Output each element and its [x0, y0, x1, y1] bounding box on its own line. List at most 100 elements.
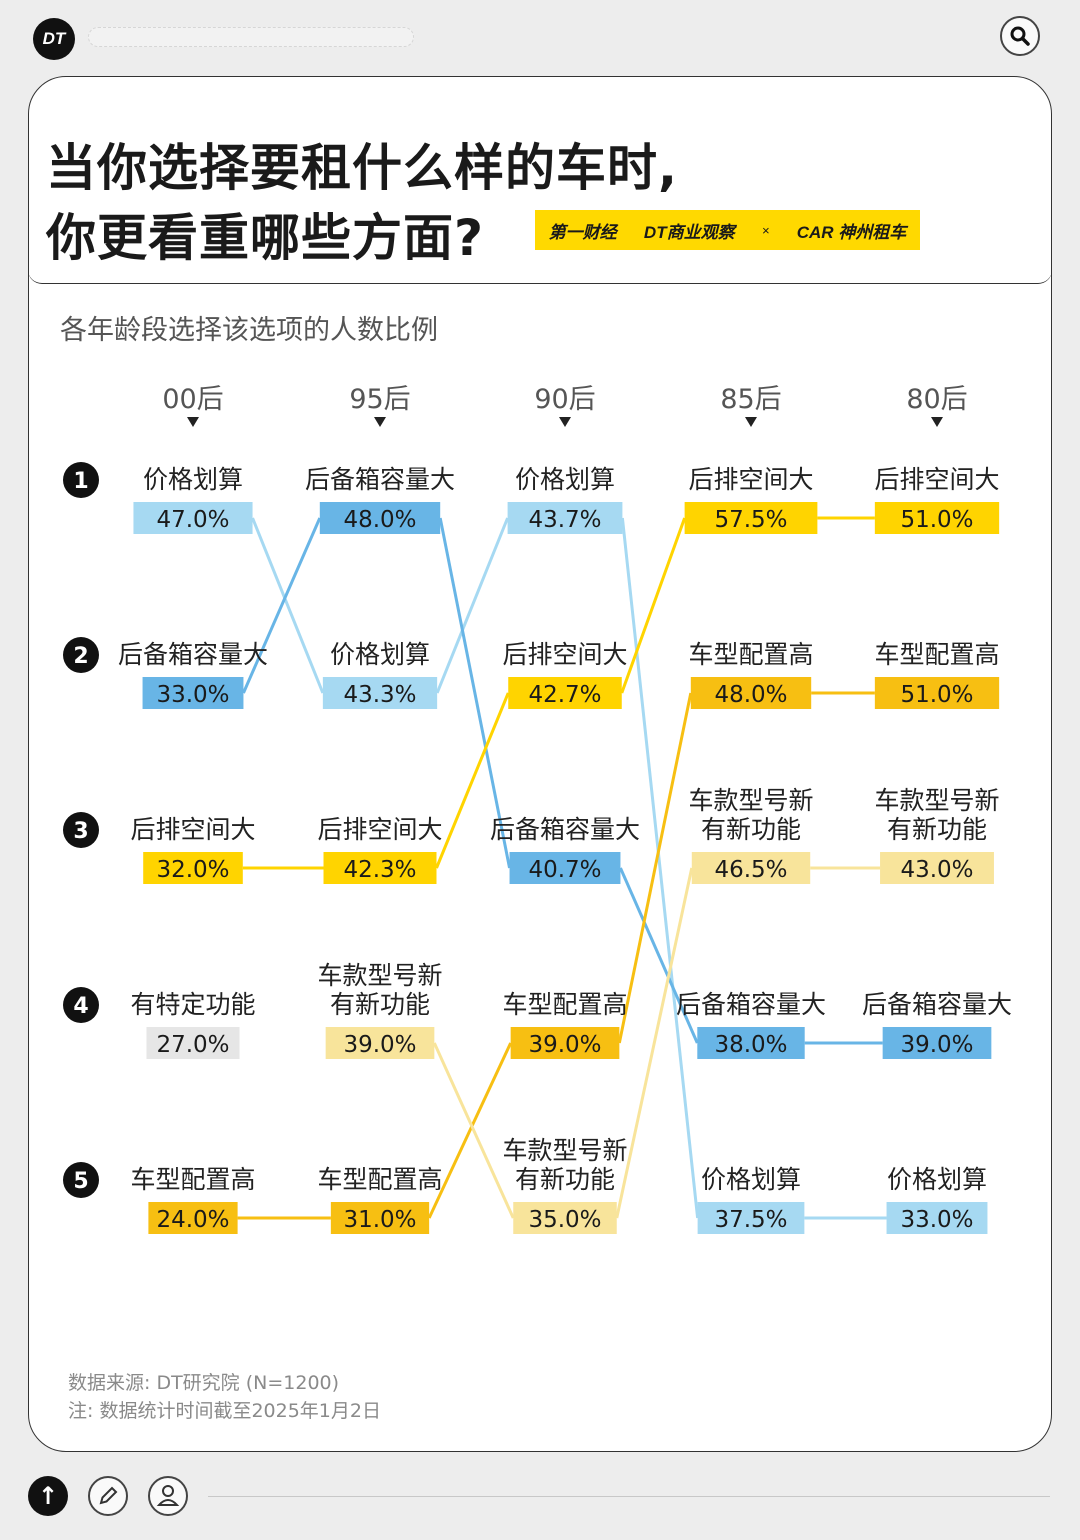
value-box	[880, 852, 994, 884]
value-label: 57.5%	[714, 507, 787, 533]
value-label: 39.0%	[528, 1032, 601, 1058]
group-label: 95后	[349, 384, 410, 415]
connector-line	[620, 517, 700, 1219]
value-label: 43.7%	[528, 507, 601, 533]
down-arrow-icon	[187, 417, 199, 427]
connector-line	[242, 517, 322, 694]
scroll-top-button[interactable]: ↑	[28, 1476, 68, 1516]
bump-chart: 00后 95后 90后 85后 80后 1 2 3 4 5 47.0% 价格划算 43.3% 价格划算 43…	[63, 384, 1012, 1234]
category-label: 后备箱容量大	[490, 815, 640, 844]
value-box	[691, 852, 811, 884]
value-box	[508, 677, 622, 709]
rank-number: 5	[73, 1169, 88, 1194]
connector-line	[432, 1042, 515, 1219]
value-box	[509, 852, 621, 884]
down-arrow-icon	[559, 417, 571, 427]
title-line-1: 当你选择要租什么样的车时,	[46, 139, 678, 197]
brand-bar: 第一财经 DT商业观察 × CAR 神州租车	[535, 210, 920, 250]
connector-lines	[237, 516, 887, 1220]
bottom-bar: ↑	[0, 1460, 1080, 1540]
value-box	[322, 677, 438, 709]
brand-dt: DT商业观察	[643, 222, 735, 242]
logo[interactable]: DT	[33, 18, 75, 60]
connector-line	[251, 517, 325, 694]
category-label: 后排空间大	[502, 640, 627, 669]
value-box	[510, 1027, 620, 1059]
source-note: 数据来源: DT研究院 (N=1200)	[68, 1372, 340, 1394]
brand-car: CAR 神州租车	[796, 222, 907, 242]
category-label: 价格划算	[887, 1165, 987, 1194]
category-label: 有新功能	[515, 1165, 615, 1194]
value-label: 51.0%	[900, 682, 973, 708]
down-arrow-icon	[374, 417, 386, 427]
value-label: 51.0%	[900, 507, 973, 533]
group-label: 80后	[906, 384, 967, 415]
value-label: 42.7%	[528, 682, 601, 708]
value-box	[874, 502, 1000, 534]
connector-line	[435, 517, 509, 694]
group-label: 00后	[162, 384, 223, 415]
rank-badge	[63, 812, 99, 848]
category-label: 车型配置高	[874, 640, 999, 669]
connector-line	[427, 1042, 513, 1219]
value-label: 39.0%	[900, 1032, 973, 1058]
category-label: 后备箱容量大	[676, 990, 826, 1019]
value-label: 43.0%	[900, 857, 973, 883]
value-box	[133, 502, 253, 534]
rank-badge	[63, 987, 99, 1023]
category-label: 有新功能	[701, 815, 801, 844]
search-icon	[1010, 26, 1030, 46]
connector-line	[619, 867, 699, 1044]
category-label: 车款型号新	[502, 1136, 627, 1165]
value-label: 48.0%	[714, 682, 787, 708]
value-label: 39.0%	[343, 1032, 416, 1058]
edit-button[interactable]	[88, 1476, 128, 1516]
value-box	[330, 1202, 430, 1234]
brand-separator: ×	[761, 222, 770, 238]
group-label: 90后	[534, 384, 595, 415]
value-box	[323, 852, 437, 884]
value-box	[697, 1027, 805, 1059]
value-label: 35.0%	[528, 1207, 601, 1233]
category-label: 价格划算	[515, 465, 615, 494]
profile-button[interactable]	[148, 1476, 188, 1516]
value-box	[142, 677, 244, 709]
category-label: 后排空间大	[317, 815, 442, 844]
down-arrow-icon	[931, 417, 943, 427]
title-divider	[28, 270, 1052, 284]
rank-number: 3	[73, 819, 88, 844]
rank-number: 1	[73, 469, 88, 494]
value-label: 48.0%	[343, 507, 416, 533]
down-arrow-icon	[745, 417, 757, 427]
category-label: 后备箱容量大	[305, 465, 455, 494]
connector-line	[617, 692, 693, 1044]
value-label: 33.0%	[156, 682, 229, 708]
category-label: 车款型号新	[874, 786, 999, 815]
pencil-icon	[99, 1486, 118, 1505]
category-label: 价格划算	[701, 1165, 801, 1194]
category-label: 车型配置高	[130, 1165, 255, 1194]
category-label: 车型配置高	[502, 990, 627, 1019]
value-box	[507, 502, 623, 534]
value-box	[146, 1027, 240, 1059]
rank-badge	[63, 637, 99, 673]
category-label: 后备箱容量大	[118, 640, 268, 669]
connector-line	[435, 692, 510, 869]
bottom-divider	[208, 1496, 1050, 1497]
value-label: 24.0%	[156, 1207, 229, 1233]
value-label: 40.7%	[528, 857, 601, 883]
value-box	[882, 1027, 992, 1059]
value-box	[325, 1027, 435, 1059]
rank-number: 2	[73, 644, 88, 669]
group-label: 85后	[720, 384, 781, 415]
value-box	[319, 502, 441, 534]
category-label: 有新功能	[330, 990, 430, 1019]
address-bar[interactable]	[88, 27, 414, 47]
rank-badge	[63, 1162, 99, 1198]
value-label: 31.0%	[343, 1207, 416, 1233]
value-label: 47.0%	[156, 507, 229, 533]
chart-subtitle: 各年龄段选择该选项的人数比例	[60, 315, 438, 346]
search-button[interactable]	[1000, 16, 1040, 56]
category-label: 后备箱容量大	[862, 990, 1012, 1019]
category-label: 车型配置高	[317, 1165, 442, 1194]
